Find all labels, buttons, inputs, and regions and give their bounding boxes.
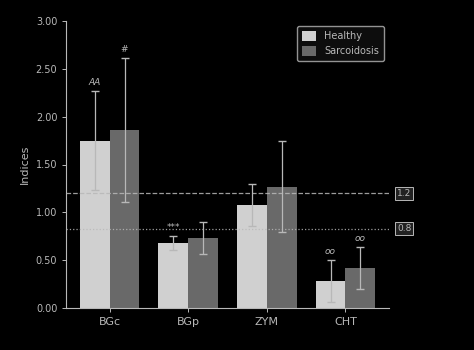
Bar [109, 130, 139, 308]
Text: 0.8: 0.8 [397, 224, 411, 233]
Bar [237, 205, 267, 308]
Bar [80, 141, 109, 308]
Bar [188, 238, 218, 308]
Text: #: # [121, 46, 128, 55]
Legend: Healthy, Sarcoidosis: Healthy, Sarcoidosis [297, 26, 384, 61]
Text: oo: oo [325, 247, 336, 256]
Bar [267, 187, 297, 308]
Y-axis label: Indices: Indices [20, 145, 30, 184]
Bar [316, 281, 346, 308]
Text: 1.2: 1.2 [397, 189, 411, 198]
Text: ***: *** [166, 223, 180, 232]
Bar [346, 268, 375, 308]
Text: oo: oo [355, 234, 366, 243]
Bar [158, 243, 188, 308]
Text: AA: AA [89, 78, 101, 87]
